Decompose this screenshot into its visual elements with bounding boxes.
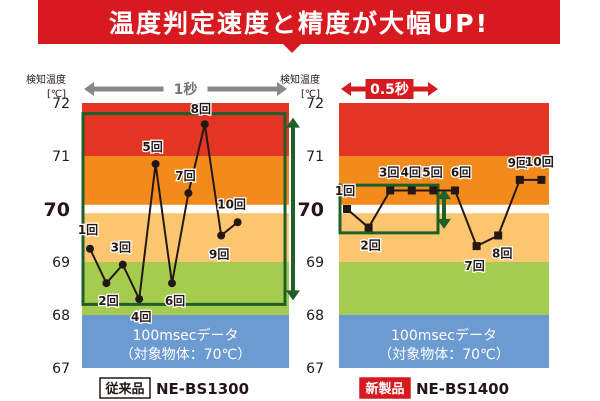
data-label-1-7: 7回 [464, 259, 484, 273]
series-line-0 [89, 123, 239, 303]
product-tag-1: 新製品 [365, 381, 404, 397]
data-point-0-4 [135, 295, 144, 304]
data-point-1-5 [429, 186, 438, 195]
data-point-0-3 [118, 260, 127, 269]
product-tag-box-0 [99, 377, 151, 399]
data-label-0-5: 5回 [142, 140, 162, 154]
model-name-1: NE-BS1400 [416, 380, 509, 398]
data-point-1-9 [515, 175, 524, 184]
band-0-4 [82, 315, 289, 368]
data-label-1-3: 3回 [379, 165, 399, 179]
data-point-0-10 [233, 218, 242, 227]
data-label-0-9: 9回 [209, 248, 229, 262]
time-label-0: 1秒 [174, 81, 198, 98]
y-tick-label-0-68: 68 [52, 308, 70, 324]
time-label-bg-1 [365, 79, 414, 99]
band-0-0 [82, 103, 289, 156]
y-tick-label-0-71: 71 [52, 149, 70, 165]
range-box-1 [338, 183, 440, 235]
data-label-0-1: 1回 [78, 223, 98, 237]
data-label-0-8: 8回 [191, 102, 211, 116]
band-0-1 [82, 156, 289, 205]
data-point-1-2 [364, 223, 373, 232]
y-tick-label-1-70: 70 [298, 199, 324, 221]
data-label-1-5: 5回 [422, 165, 442, 179]
data-label-0-4: 4回 [131, 310, 151, 324]
time-arrow-head-left-1 [341, 82, 351, 96]
time-arrow-head-right-1 [428, 82, 438, 96]
data-label-0-2: 2回 [98, 294, 118, 308]
time-arrow-head-right-0 [277, 82, 287, 96]
model-name-0: NE-BS1300 [156, 380, 249, 398]
data-label-0-3: 3回 [111, 241, 131, 255]
range-arrow-head-up-1 [437, 189, 451, 200]
axis-title-1: 検知温度 [280, 73, 320, 86]
data-label-1-1: 1回 [335, 184, 355, 198]
data-point-0-9 [217, 231, 226, 240]
data-point-0-1 [86, 244, 94, 253]
data-label-0-6: 6回 [165, 294, 185, 308]
time-label-bg-0 [163, 79, 208, 99]
product-tag-box-1 [359, 377, 411, 399]
data-label-1-6: 6回 [451, 165, 471, 179]
time-arrow-head-left-0 [84, 82, 94, 96]
data-label-1-4: 4回 [401, 165, 421, 179]
y-tick-label-0-67: 67 [52, 361, 70, 377]
y-tick-label-1-67: 67 [306, 361, 324, 377]
y-tick-label-1-69: 69 [306, 255, 324, 271]
y-tick-label-1-68: 68 [306, 308, 324, 324]
data-label-0-7: 7回 [175, 169, 195, 183]
axis-unit-0: [℃] [47, 89, 66, 100]
band-1-0 [339, 103, 549, 156]
y-tick-label-0-70: 70 [44, 199, 70, 221]
band-1-3 [339, 262, 549, 315]
product-tag-0: 従来品 [104, 381, 144, 397]
series-line-1 [346, 178, 542, 248]
headline-text: 温度判定速度と精度が大幅UP! [108, 9, 490, 38]
y-tick-label-1-71: 71 [306, 149, 324, 165]
data-point-1-6 [451, 186, 459, 195]
data-point-1-3 [386, 186, 395, 195]
data-point-0-8 [200, 120, 209, 129]
data-label-0-10: 10回 [217, 197, 246, 211]
data-point-0-6 [168, 279, 176, 288]
data-point-0-5 [151, 159, 160, 168]
data-label-1-2: 2回 [360, 239, 380, 253]
data-point-0-2 [102, 279, 111, 288]
range-arrow-head-up-0 [286, 117, 300, 128]
data-point-1-7 [472, 242, 481, 251]
data-point-1-10 [537, 175, 546, 184]
data-point-0-7 [184, 189, 193, 198]
range-arrow-head-down-1 [437, 218, 451, 229]
range-arrow-head-down-0 [286, 290, 300, 301]
band-note-line2-0: （対象物体：70℃） [120, 347, 252, 363]
band-0-2 [82, 213, 289, 262]
range-box-0 [81, 112, 287, 306]
data-point-1-8 [494, 231, 503, 240]
band-note-line1-1: 100msecデータ [391, 327, 497, 344]
band-1-4 [339, 315, 549, 368]
data-label-1-9: 9回 [508, 156, 528, 170]
band-note-line1-0: 100msecデータ [133, 327, 239, 344]
banner-pointer [282, 43, 302, 53]
data-point-1-4 [407, 186, 416, 195]
axis-title-0: 検知温度 [26, 73, 66, 86]
headline-banner: 温度判定速度と精度が大幅UP! [38, 0, 560, 44]
y-tick-label-0-72: 72 [52, 96, 70, 112]
time-label-1: 0.5秒 [370, 81, 409, 98]
data-label-1-8: 8回 [492, 247, 512, 261]
y-tick-label-0-69: 69 [52, 255, 70, 271]
data-point-1-1 [343, 205, 351, 213]
band-note-line2-1: （対象物体：70℃） [378, 347, 510, 363]
y-tick-label-1-72: 72 [306, 96, 324, 112]
axis-unit-1: [℃] [301, 89, 320, 100]
data-label-1-10: 10回 [525, 155, 554, 169]
